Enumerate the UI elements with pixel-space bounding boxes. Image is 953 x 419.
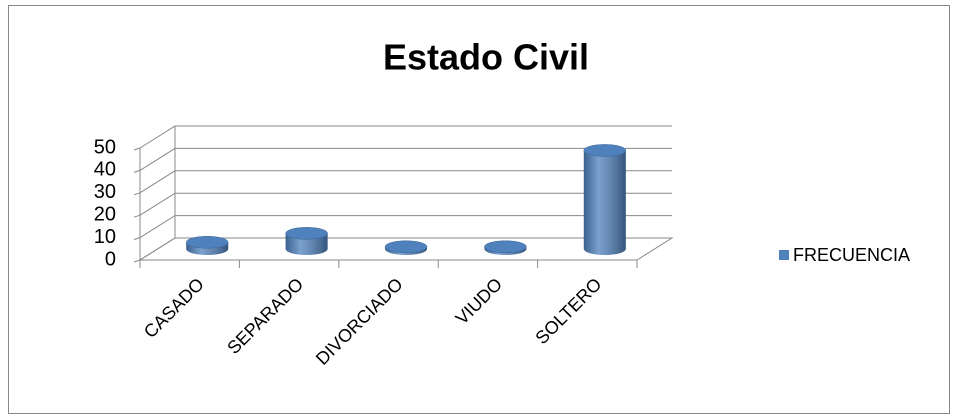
- y-tick-label: 40: [94, 159, 116, 181]
- grid-line: [139, 125, 672, 149]
- cylinder-shade: [583, 150, 626, 255]
- grid-line: [139, 237, 672, 261]
- grid-line: [139, 170, 672, 194]
- cylinder-top: [285, 227, 328, 240]
- cylinder-top: [185, 236, 229, 249]
- tick-mark: [133, 237, 141, 241]
- legend-swatch: [779, 250, 789, 260]
- chart-title: Estado Civil: [383, 37, 589, 78]
- y-tick-label: 30: [94, 181, 116, 203]
- cylinder-top: [384, 240, 428, 254]
- y-tick-label: 50: [94, 136, 116, 158]
- legend-label: FRECUENCIA: [793, 245, 910, 265]
- tick-mark: [133, 169, 141, 173]
- tick-mark: [133, 147, 141, 151]
- grid-line: [139, 192, 672, 216]
- tick-mark: [133, 259, 141, 263]
- y-tick-label: 10: [94, 226, 116, 248]
- y-tick-label: 0: [105, 248, 116, 270]
- tick-mark: [133, 214, 141, 218]
- grid-line: [139, 215, 672, 239]
- grid-line: [139, 147, 672, 171]
- cylinder-top: [484, 240, 527, 254]
- tick-mark: [133, 192, 141, 196]
- y-tick-label: 20: [94, 203, 116, 225]
- chart-border: [8, 5, 950, 414]
- cylinder-top: [583, 144, 627, 157]
